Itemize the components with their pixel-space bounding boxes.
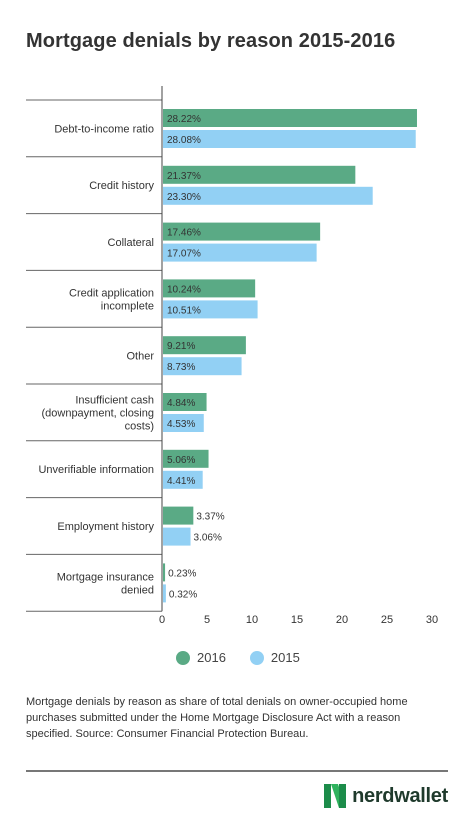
bar-2016: [163, 506, 194, 525]
data-label-2015: 4.41%: [167, 476, 195, 487]
x-tick-label: 5: [204, 614, 210, 626]
data-label-2015: 4.53%: [167, 419, 195, 430]
bar-2016: [163, 336, 246, 355]
x-tick-label: 30: [426, 614, 438, 626]
bar-2015: [163, 527, 191, 546]
x-tick-label: 25: [381, 614, 393, 626]
legend-label-2016: 2016: [197, 650, 226, 665]
x-tick-label: 20: [336, 614, 348, 626]
bar-2015: [163, 130, 416, 148]
chart-footnote: Mortgage denials by reason as share of t…: [26, 696, 408, 740]
data-label-2016: 4.84%: [167, 398, 195, 409]
nerdwallet-logo-icon: [324, 784, 347, 808]
bar-2016: [163, 279, 256, 298]
data-label-2016: 28.22%: [167, 114, 201, 125]
legend-label-2015: 2015: [270, 650, 300, 665]
legend-swatch-2015: [249, 650, 264, 665]
data-label-2016: 9.21%: [167, 341, 195, 352]
legend: 2016 2015: [176, 650, 316, 665]
bar-2015: [163, 186, 373, 205]
legend-item-2016: 2016: [176, 650, 226, 665]
category-label: Credit history: [89, 180, 154, 192]
bar-2016: [163, 563, 166, 582]
data-label-2015: 28.08%: [167, 135, 201, 146]
legend-item-2015: 2015: [249, 650, 300, 665]
data-label-2016: 10.24%: [167, 284, 201, 295]
bar-2016: [163, 449, 209, 468]
bar-2015: [163, 414, 204, 432]
category-label: Employment history: [57, 521, 154, 533]
bar-chart: Debt-to-income ratio 28.22% 28.08% Credit h…: [26, 86, 438, 626]
bar-2015: [163, 243, 317, 262]
category-label: Insufficient cash (downpayment, closing co…: [41, 394, 154, 432]
bar-2016: [163, 109, 417, 127]
brand-logo[interactable]: nerdwallet: [324, 784, 448, 808]
data-label-2015: 0.32%: [169, 589, 197, 600]
legend-swatch-2016: [176, 650, 190, 665]
bar-2016: [163, 165, 356, 184]
data-label-2016: 17.46%: [167, 228, 201, 239]
brand-name: nerdwallet: [352, 784, 448, 807]
bar-2015: [163, 584, 166, 603]
bar-2016: [163, 222, 321, 241]
data-label-2015: 8.73%: [167, 362, 195, 373]
x-tick-label: 15: [291, 614, 303, 626]
data-label-2015: 10.51%: [167, 305, 201, 316]
data-label-2015: 23.30%: [167, 192, 201, 203]
x-tick-label: 10: [246, 614, 258, 626]
x-tick-label: 0: [159, 614, 165, 626]
data-label-2016: 0.23%: [168, 568, 196, 579]
category-label: Unverifiable information: [38, 464, 154, 476]
bar-2016: [163, 393, 207, 411]
data-label-2015: 3.06%: [194, 533, 222, 544]
category-label: Debt-to-income ratio: [54, 123, 154, 135]
data-label-2016: 21.37%: [167, 171, 201, 182]
data-label-2015: 17.07%: [167, 249, 201, 260]
bar-2015: [163, 357, 242, 376]
category-label: Collateral: [108, 237, 154, 249]
page-title: Mortgage denials by reason 2015-2016: [26, 30, 396, 52]
footer-divider: [26, 770, 448, 772]
category-label: Credit application incomplete: [69, 287, 154, 312]
bar-2015: [163, 470, 203, 489]
data-label-2016: 5.06%: [167, 455, 195, 466]
data-label-2016: 3.37%: [196, 512, 224, 523]
category-label: Mortgage insurance denied: [57, 571, 154, 596]
category-label: Other: [126, 351, 154, 363]
bar-2015: [163, 300, 258, 319]
